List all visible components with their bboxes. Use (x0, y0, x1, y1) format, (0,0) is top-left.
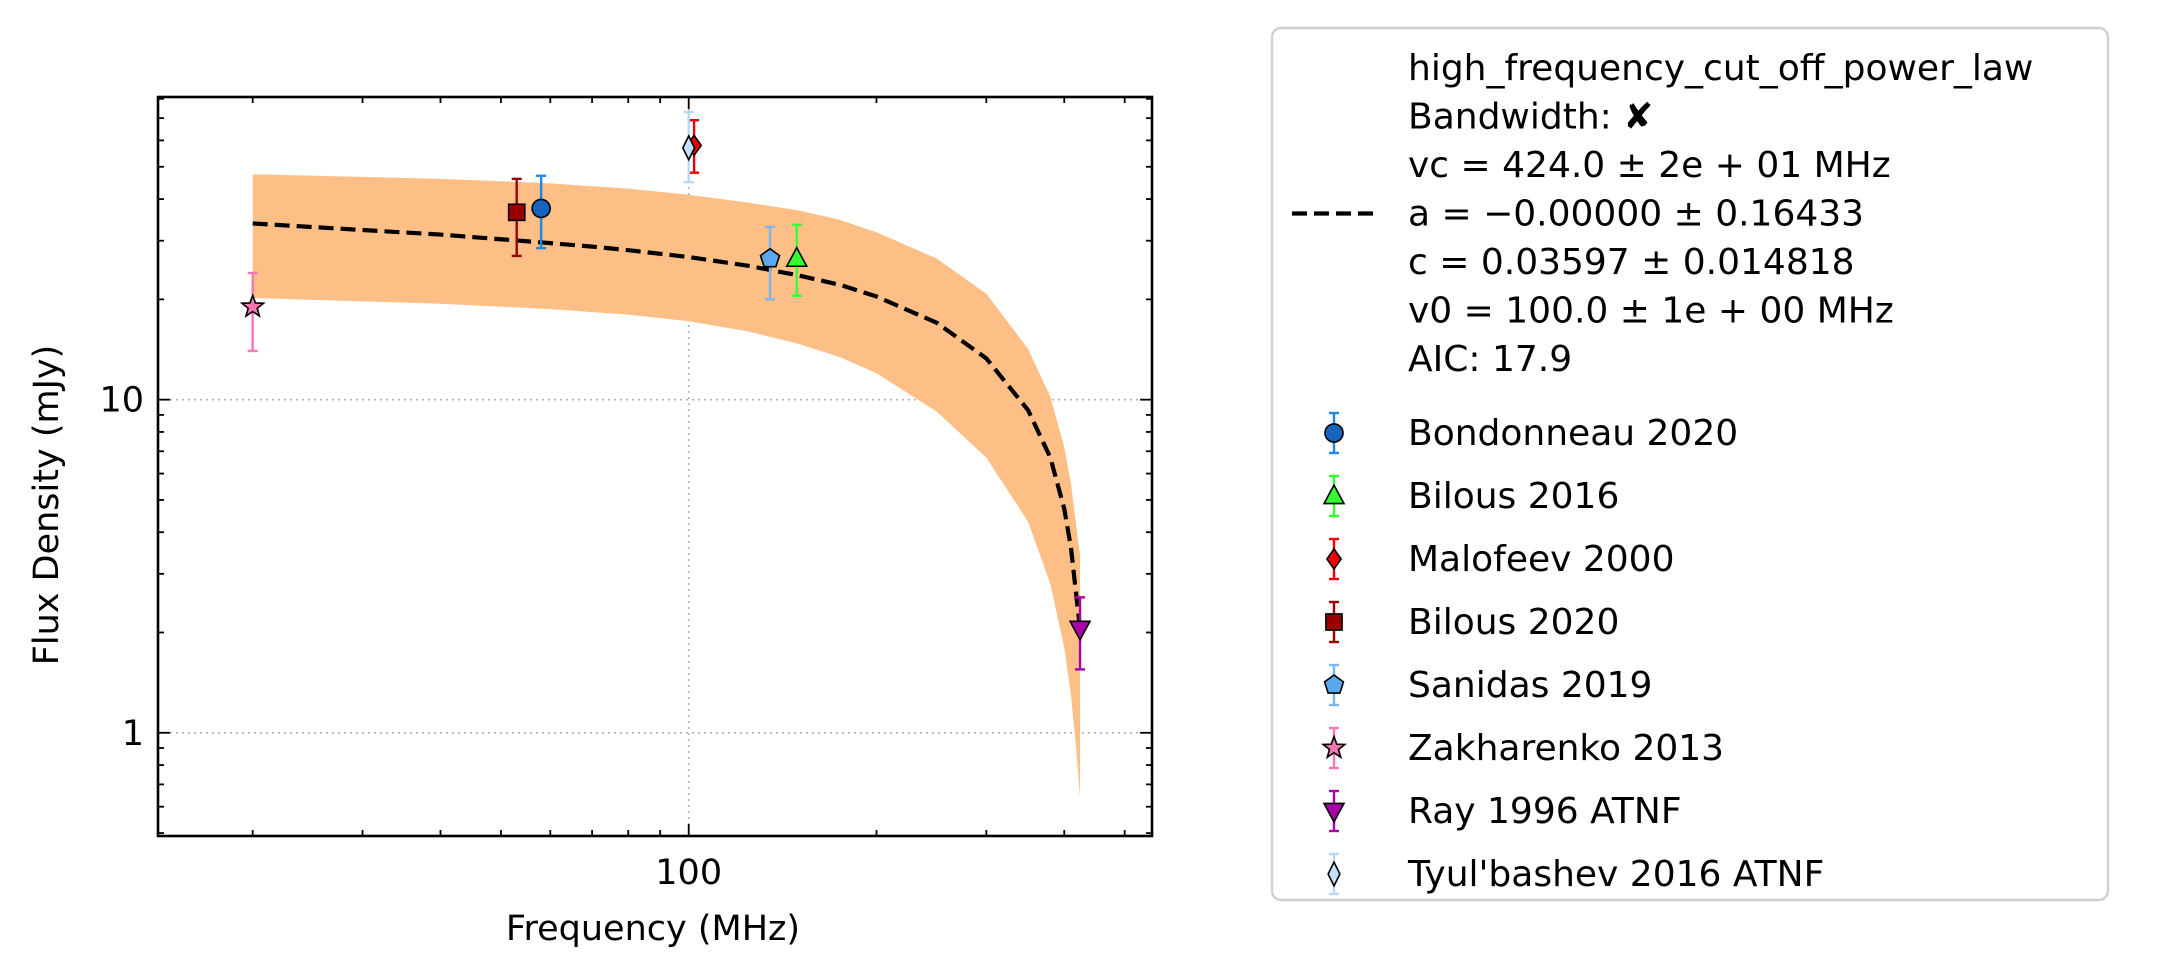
point-marker (507, 203, 526, 222)
legend-item: Sanidas 2019 (1323, 663, 1652, 707)
legend-item: Ray 1996 ATNF (1322, 789, 1682, 833)
point-marker (681, 134, 696, 162)
x-tick-label: 100 (655, 853, 722, 893)
legend-marker (1322, 802, 1346, 824)
legend-label: Bilous 2016 (1408, 476, 1619, 517)
legend-marker (1325, 547, 1343, 571)
legend-fit-text: v0 = 100.0 ± 1e + 00 MHz (1408, 291, 1894, 332)
data-point (507, 177, 526, 258)
y-tick-label: 1 (122, 714, 144, 754)
legend-item: Bilous 2016 (1322, 474, 1619, 518)
legend-marker (1324, 423, 1344, 443)
legend-marker (1323, 674, 1345, 694)
axes-frame (156, 95, 1154, 838)
plot-inner (158, 97, 1152, 836)
legend-label: Tyul'bashev 2016 ATNF (1407, 854, 1824, 895)
legend-item: Zakharenko 2013 (1320, 726, 1724, 770)
legend-label: Malofeev 2000 (1408, 539, 1674, 580)
legend: high_frequency_cut_off_power_law Bandwidt… (1270, 26, 2110, 902)
legend-item: Tyul'bashev 2016 ATNF (1327, 852, 1824, 896)
legend-marker (1322, 483, 1346, 505)
legend-label: Bilous 2020 (1408, 602, 1619, 643)
fit-curve (252, 221, 1083, 630)
legend-marker (1327, 860, 1341, 888)
legend-item: Bilous 2020 (1325, 600, 1619, 644)
legend-box (1270, 26, 2110, 902)
fit-confidence-band (252, 174, 1081, 798)
legend-fit-text: vc = 424.0 ± 2e + 01 MHz (1408, 145, 1891, 186)
legend-marker (1325, 613, 1343, 631)
point-marker (1068, 620, 1092, 642)
x-axis-label: Frequency (MHz) (506, 909, 800, 949)
data-point (681, 110, 696, 184)
legend-marker (1320, 734, 1348, 760)
point-marker (239, 293, 266, 318)
plot-area: 100 1 10 (99, 95, 1154, 893)
y-tick-label: 10 (99, 381, 144, 421)
legend-fit-text: Bandwidth: ✘ (1408, 97, 1653, 138)
y-axis-label: Flux Density (mJy) (27, 345, 67, 666)
point-marker (785, 246, 809, 268)
data-point (239, 271, 266, 353)
point-marker (759, 247, 781, 268)
data-point (785, 223, 809, 297)
legend-item: Malofeev 2000 (1325, 537, 1674, 581)
data-point (1068, 596, 1092, 671)
legend-fit-text: AIC: 17.9 (1408, 339, 1572, 380)
data-point (531, 174, 551, 250)
point-marker (531, 198, 551, 219)
legend-label: Ray 1996 ATNF (1408, 791, 1682, 832)
legend-label: Zakharenko 2013 (1408, 728, 1724, 769)
legend-fit-text: high_frequency_cut_off_power_law (1408, 48, 2033, 89)
legend-fit-text: c = 0.03597 ± 0.014818 (1408, 242, 1855, 283)
legend-item: Bondonneau 2020 (1324, 411, 1738, 455)
legend-fit-text: a = −0.00000 ± 0.16433 (1408, 194, 1864, 235)
legend-label: Bondonneau 2020 (1408, 413, 1738, 454)
data-point (759, 225, 781, 301)
legend-label: Sanidas 2019 (1408, 665, 1652, 706)
